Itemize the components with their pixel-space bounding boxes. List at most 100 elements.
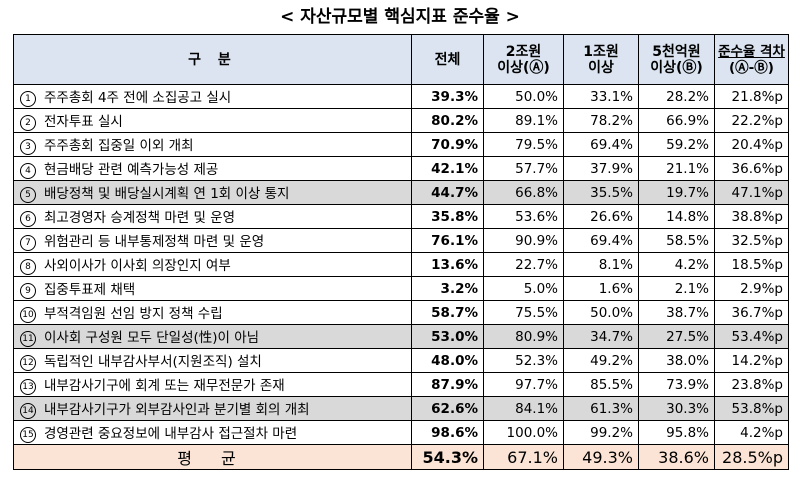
cell-total: 3.2%: [411, 276, 484, 301]
row-label: 내부감사기구에 회계 또는 재무전문가 존재: [44, 378, 285, 394]
cell-total: 44.7%: [411, 180, 484, 205]
average-gap: 28.5%p: [714, 444, 789, 470]
row-number-badge: 4: [20, 163, 36, 179]
table-row: 3 주주총회 집중일 이외 개최 70.9% 79.5% 69.4% 59.2% 20.4%…: [13, 132, 789, 157]
average-total: 54.3%: [411, 444, 484, 470]
cell-over-500b: 58.5%: [638, 228, 715, 253]
row-number-badge: 5: [20, 187, 36, 203]
cell-total: 48.0%: [411, 348, 484, 373]
table-row: 13 내부감사기구에 회계 또는 재무전문가 존재 87.9% 97.7% 85.5% 7…: [13, 372, 789, 397]
cell-over-2t: 90.9%: [483, 228, 564, 253]
row-label-cell: 8 사외이사가 이사회 의장인지 여부: [13, 252, 412, 277]
row-label-cell: 7 위험관리 등 내부통제정책 마련 및 운영: [13, 228, 412, 253]
cell-gap: 2.9%p: [714, 276, 789, 301]
row-label-cell: 4 현금배당 관련 예측가능성 제공: [13, 156, 412, 181]
row-label: 독립적인 내부감사부서(지원조직) 설치: [44, 354, 262, 370]
row-label: 최고경영자 승계정책 마련 및 운영: [44, 210, 236, 226]
cell-over-1t: 1.6%: [563, 276, 639, 301]
header-over-500b-line1: 5천억원: [652, 43, 701, 60]
cell-gap: 36.6%p: [714, 156, 789, 181]
cell-gap: 32.5%p: [714, 228, 789, 253]
header-total: 전체: [411, 34, 484, 85]
row-label-cell: 1 주주총회 4주 전에 소집공고 실시: [13, 84, 412, 109]
row-number-badge: 14: [20, 403, 36, 419]
cell-total: 58.7%: [411, 300, 484, 325]
row-number-badge: 1: [20, 91, 36, 107]
cell-total: 39.3%: [411, 84, 484, 109]
row-label: 내부감사기구가 외부감사인과 분기별 회의 개최: [44, 402, 310, 418]
row-label-cell: 6 최고경영자 승계정책 마련 및 운영: [13, 204, 412, 229]
table-row: 9 집중투표제 채택 3.2% 5.0% 1.6% 2.1% 2.9%p: [13, 276, 789, 301]
header-over-2t: 2조원 이상(Ⓐ): [483, 34, 564, 85]
cell-over-1t: 26.6%: [563, 204, 639, 229]
header-over-1t-line2: 이상: [588, 59, 614, 76]
table-row: 1 주주총회 4주 전에 소집공고 실시 39.3% 50.0% 33.1% 28.2% 2…: [13, 84, 789, 109]
cell-total: 98.6%: [411, 420, 484, 445]
cell-over-2t: 66.8%: [483, 180, 564, 205]
row-number-badge: 2: [20, 115, 36, 131]
cell-over-1t: 99.2%: [563, 420, 639, 445]
row-number-badge: 11: [20, 331, 36, 347]
cell-total: 87.9%: [411, 372, 484, 397]
cell-total: 53.0%: [411, 324, 484, 349]
cell-over-1t: 78.2%: [563, 108, 639, 133]
row-label-cell: 9 집중투표제 채택: [13, 276, 412, 301]
header-over-500b-line2: 이상(Ⓑ): [650, 59, 703, 76]
header-over-2t-line1: 2조원: [505, 43, 542, 60]
row-label: 위험관리 등 내부통제정책 마련 및 운영: [44, 234, 265, 250]
cell-over-2t: 53.6%: [483, 204, 564, 229]
average-row: 평 균 54.3% 67.1% 49.3% 38.6% 28.5%p: [13, 444, 789, 470]
cell-over-1t: 33.1%: [563, 84, 639, 109]
header-over-1t: 1조원 이상: [563, 34, 639, 85]
row-label-cell: 14 내부감사기구가 외부감사인과 분기별 회의 개최: [13, 396, 412, 421]
header-gap-line1: 준수율 격차: [718, 43, 785, 60]
cell-over-2t: 100.0%: [483, 420, 564, 445]
cell-over-500b: 2.1%: [638, 276, 715, 301]
cell-over-2t: 52.3%: [483, 348, 564, 373]
table-row: 10 부적격임원 선임 방지 정책 수립 58.7% 75.5% 50.0% 38.7% 3…: [13, 300, 789, 325]
row-label-cell: 3 주주총회 집중일 이외 개최: [13, 132, 412, 157]
row-label-cell: 10 부적격임원 선임 방지 정책 수립: [13, 300, 412, 325]
cell-total: 70.9%: [411, 132, 484, 157]
cell-total: 62.6%: [411, 396, 484, 421]
table-row: 12 독립적인 내부감사부서(지원조직) 설치 48.0% 52.3% 49.2% 38.…: [13, 348, 789, 373]
cell-over-1t: 37.9%: [563, 156, 639, 181]
row-label-cell: 13 내부감사기구에 회계 또는 재무전문가 존재: [13, 372, 412, 397]
cell-over-2t: 5.0%: [483, 276, 564, 301]
row-number-badge: 15: [20, 427, 36, 443]
cell-total: 42.1%: [411, 156, 484, 181]
average-over-500b: 38.6%: [638, 444, 715, 470]
row-label-cell: 12 독립적인 내부감사부서(지원조직) 설치: [13, 348, 412, 373]
cell-over-2t: 97.7%: [483, 372, 564, 397]
row-label: 주주총회 4주 전에 소집공고 실시: [44, 90, 232, 106]
cell-over-500b: 73.9%: [638, 372, 715, 397]
table-row: 5 배당정책 및 배당실시계획 연 1회 이상 통지 44.7% 66.8% 35.5%…: [13, 180, 789, 205]
row-label: 이사회 구성원 모두 단일성(性)이 아님: [44, 330, 260, 346]
cell-total: 76.1%: [411, 228, 484, 253]
cell-gap: 21.8%p: [714, 84, 789, 109]
row-number-badge: 9: [20, 283, 36, 299]
table-row: 11 이사회 구성원 모두 단일성(性)이 아님 53.0% 80.9% 34.7% 27…: [13, 324, 789, 349]
table-body: 1 주주총회 4주 전에 소집공고 실시 39.3% 50.0% 33.1% 28.2% 2…: [13, 84, 789, 445]
cell-over-500b: 21.1%: [638, 156, 715, 181]
cell-over-500b: 95.8%: [638, 420, 715, 445]
row-label: 집중투표제 채택: [44, 282, 136, 298]
table-row: 15 경영관련 중요정보에 내부감사 접근절차 마련 98.6% 100.0% 99.2…: [13, 420, 789, 445]
row-label: 전자투표 실시: [44, 114, 123, 130]
cell-over-500b: 59.2%: [638, 132, 715, 157]
cell-gap: 38.8%p: [714, 204, 789, 229]
cell-over-1t: 69.4%: [563, 132, 639, 157]
cell-over-1t: 50.0%: [563, 300, 639, 325]
average-label: 평 균: [13, 444, 412, 470]
cell-over-500b: 30.3%: [638, 396, 715, 421]
cell-gap: 47.1%p: [714, 180, 789, 205]
header-category: 구 분: [13, 34, 412, 85]
header-row: 구 분 전체 2조원 이상(Ⓐ) 1조원 이상 5천억원 이상(Ⓑ) 준수율 격…: [13, 34, 789, 85]
average-over-1t: 49.3%: [563, 444, 639, 470]
row-label-cell: 15 경영관련 중요정보에 내부감사 접근절차 마련: [13, 420, 412, 445]
cell-gap: 4.2%p: [714, 420, 789, 445]
cell-over-2t: 75.5%: [483, 300, 564, 325]
cell-over-2t: 80.9%: [483, 324, 564, 349]
header-gap: 준수율 격차 (Ⓐ-Ⓑ): [714, 34, 789, 85]
header-gap-line2: (Ⓐ-Ⓑ): [729, 59, 774, 76]
